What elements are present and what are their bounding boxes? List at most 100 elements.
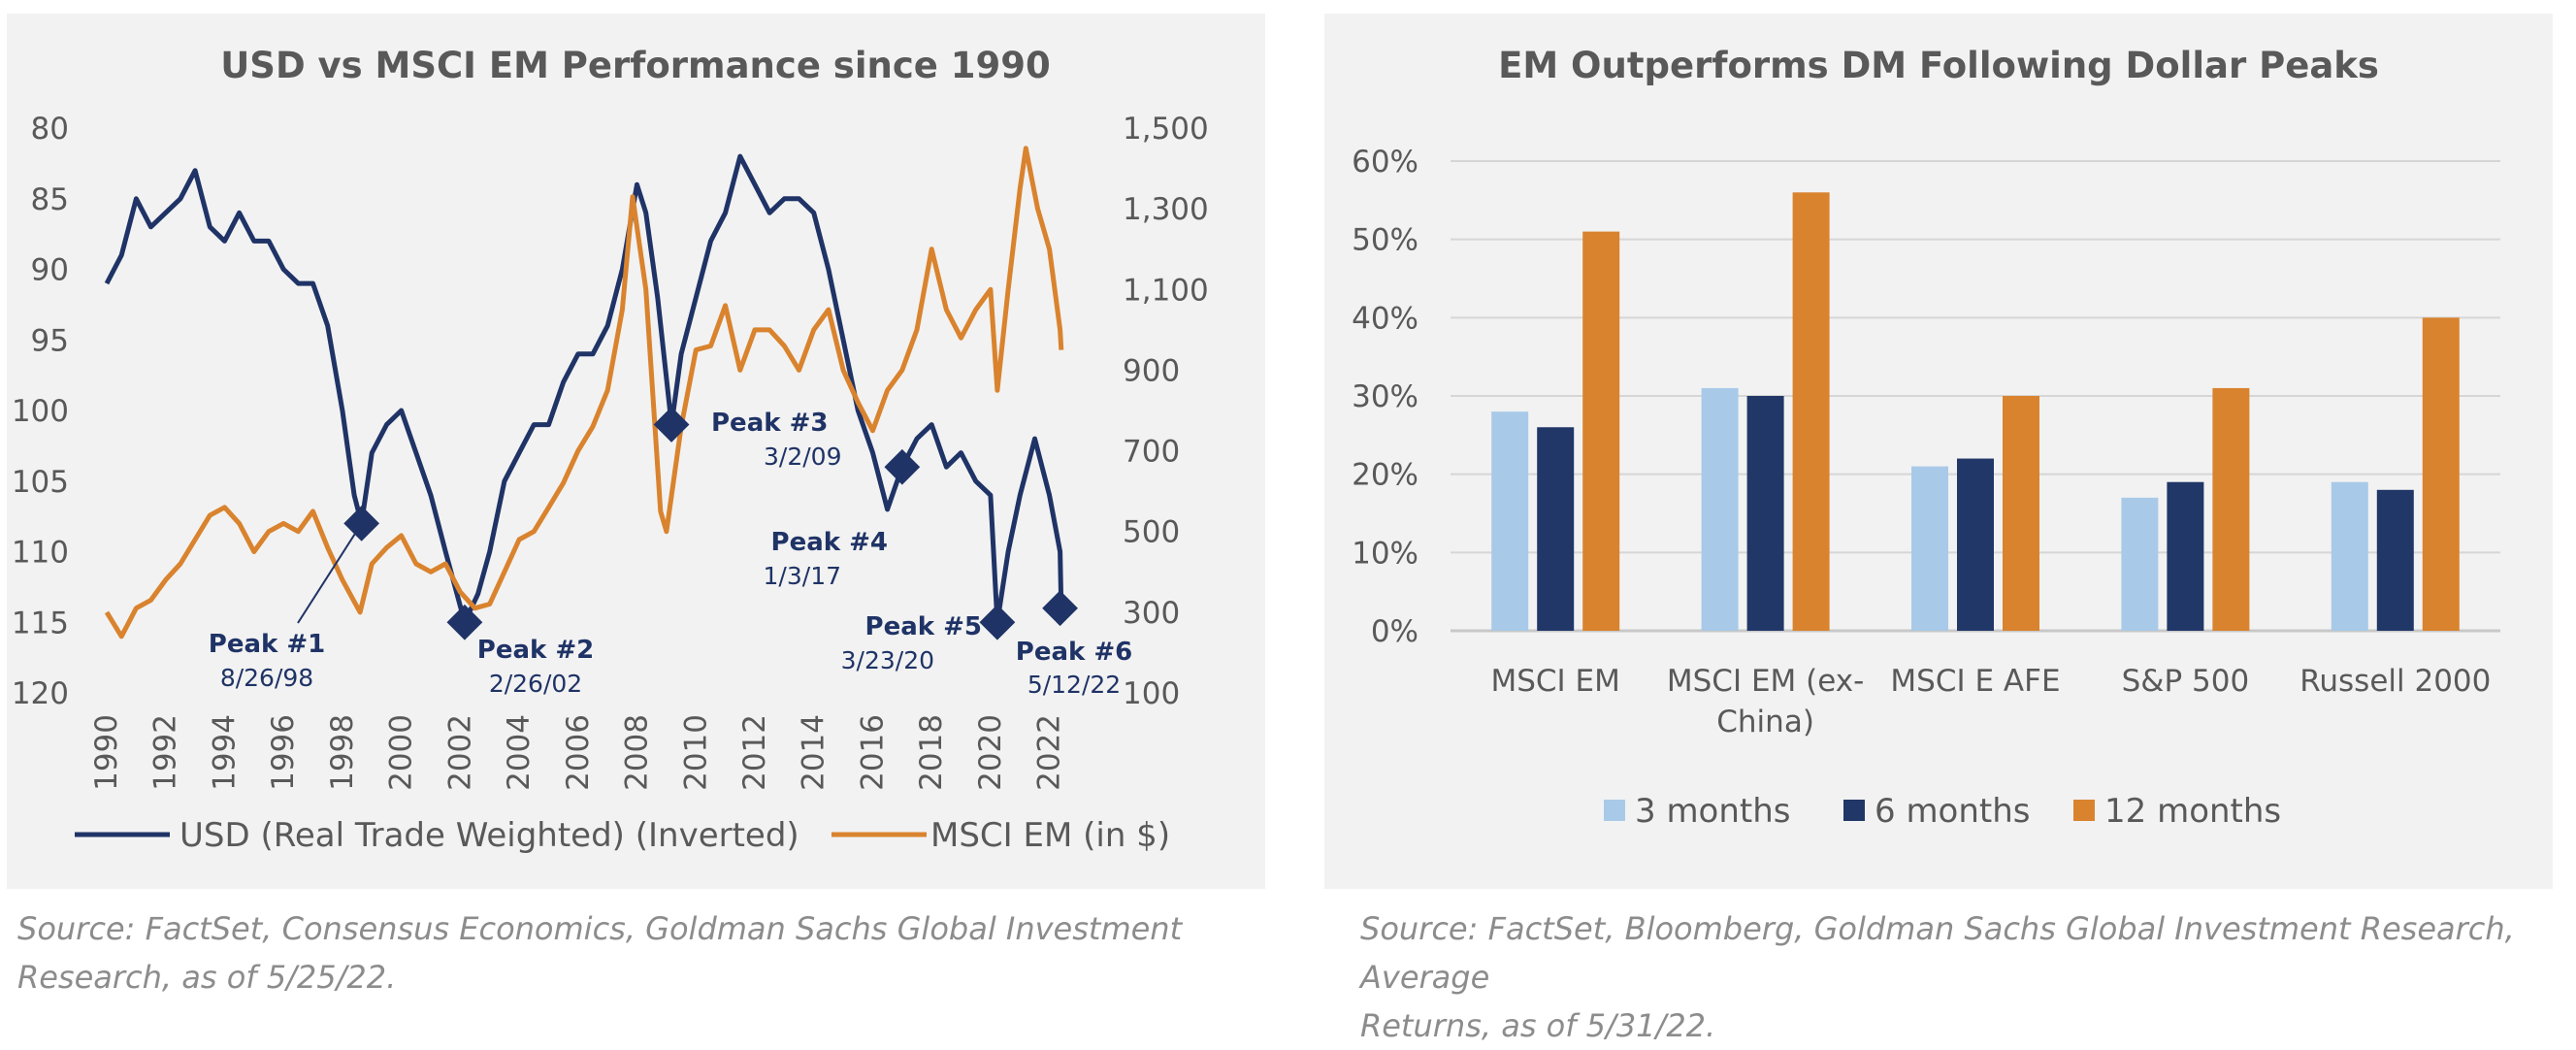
y-tick-label: 20% bbox=[1352, 458, 1418, 493]
legend-swatch bbox=[2073, 800, 2095, 821]
peak-label: Peak #2 bbox=[477, 636, 594, 665]
legend-label: 3 months bbox=[1635, 792, 1791, 831]
category-label: MSCI EM (ex-China) bbox=[1667, 664, 1864, 739]
legend-label: MSCI EM (in $) bbox=[930, 816, 1170, 855]
source-note-left: Source: FactSet, Consensus Economics, Go… bbox=[17, 904, 1240, 1001]
peak-date: 8/26/98 bbox=[220, 664, 313, 692]
x-tick-label: 1998 bbox=[325, 714, 360, 791]
usd-vs-msci-em-chart-panel: USD vs MSCI EM Performance since 1990 80… bbox=[7, 14, 1265, 889]
category-label: S&P 500 bbox=[2122, 664, 2250, 699]
x-tick-label: 2012 bbox=[737, 714, 772, 791]
y-tick-label: 50% bbox=[1352, 223, 1418, 258]
legend-label: 12 months bbox=[2104, 792, 2281, 831]
y-right-tick-label: 1,100 bbox=[1123, 273, 1209, 308]
y-right-tick-label: 100 bbox=[1123, 676, 1180, 711]
bar-6-months bbox=[1537, 427, 1575, 631]
peak-marker bbox=[653, 407, 690, 443]
bar-3-months bbox=[1911, 466, 1948, 631]
x-tick-label: 2002 bbox=[442, 714, 477, 791]
legend-label: 6 months bbox=[1875, 792, 2031, 831]
y-right-tick-label: 1,500 bbox=[1123, 112, 1209, 147]
x-tick-label: 2000 bbox=[384, 714, 419, 791]
y-right-tick-label: 700 bbox=[1123, 435, 1180, 470]
y-tick-label: 30% bbox=[1352, 379, 1418, 414]
bar-3-months bbox=[1491, 411, 1529, 631]
legend-swatch bbox=[1843, 800, 1865, 821]
peak-date: 3/23/20 bbox=[841, 646, 934, 674]
source-note-right: Source: FactSet, Bloomberg, Goldman Sach… bbox=[1360, 904, 2573, 1050]
y-tick-label: 10% bbox=[1352, 536, 1418, 571]
y-tick-label: 40% bbox=[1352, 301, 1418, 336]
peak-marker bbox=[446, 604, 483, 640]
usd-series-line bbox=[104, 153, 1064, 625]
peak-label: Peak #6 bbox=[1016, 638, 1132, 667]
peak-label: Peak #1 bbox=[209, 630, 325, 659]
y-left-tick-label: 110 bbox=[12, 536, 69, 571]
y-right-tick-label: 300 bbox=[1123, 596, 1180, 631]
legend-swatch bbox=[1604, 800, 1625, 821]
peak-marker bbox=[884, 448, 921, 485]
x-tick-label: 1990 bbox=[89, 714, 124, 791]
x-tick-label: 2022 bbox=[1032, 714, 1067, 791]
y-tick-label: 60% bbox=[1352, 145, 1418, 180]
category-label: MSCI E AFE bbox=[1890, 664, 2060, 699]
legend-label: USD (Real Trade Weighted) (Inverted) bbox=[179, 816, 799, 855]
peak-leader-line bbox=[297, 522, 363, 624]
y-left-tick-label: 105 bbox=[12, 465, 69, 500]
chart-title: EM Outperforms DM Following Dollar Peaks bbox=[1498, 45, 2379, 86]
bar-12-months bbox=[2212, 387, 2250, 631]
x-tick-label: 2004 bbox=[502, 714, 537, 791]
y-left-tick-label: 100 bbox=[12, 394, 69, 429]
source-line: Source: FactSet, Consensus Economics, Go… bbox=[17, 910, 1183, 947]
category-label: Russell 2000 bbox=[2299, 664, 2491, 699]
bar-6-months bbox=[2376, 489, 2414, 631]
x-tick-label: 2018 bbox=[914, 714, 949, 791]
source-line: Returns, as of 5/31/22. bbox=[1360, 1007, 1716, 1044]
y-left-tick-label: 115 bbox=[12, 606, 69, 640]
chart-title: USD vs MSCI EM Performance since 1990 bbox=[220, 45, 1050, 86]
x-tick-label: 2014 bbox=[797, 714, 831, 791]
source-line: Source: FactSet, Bloomberg, Goldman Sach… bbox=[1360, 910, 2515, 996]
bar-6-months bbox=[1957, 458, 1994, 631]
peak-label: Peak #5 bbox=[865, 612, 982, 641]
peak-marker bbox=[1042, 590, 1078, 627]
x-tick-label: 2006 bbox=[561, 714, 596, 791]
bar-6-months bbox=[1746, 396, 1784, 631]
category-label: MSCI EM bbox=[1490, 664, 1619, 699]
usd-vs-msci-em-chart: USD vs MSCI EM Performance since 1990 80… bbox=[12, 45, 1209, 855]
peak-date: 5/12/22 bbox=[1027, 671, 1121, 699]
em-outperforms-chart-panel: EM Outperforms DM Following Dollar Peaks… bbox=[1324, 14, 2553, 889]
y-left-tick-label: 120 bbox=[12, 676, 69, 711]
x-tick-label: 2008 bbox=[620, 714, 655, 791]
y-right-tick-label: 500 bbox=[1123, 515, 1180, 550]
bar-3-months bbox=[1701, 387, 1739, 631]
bar-3-months bbox=[2331, 481, 2368, 631]
x-tick-label: 2016 bbox=[855, 714, 890, 791]
y-left-tick-label: 80 bbox=[31, 112, 69, 147]
peak-label: Peak #3 bbox=[711, 409, 828, 438]
em-outperforms-dm-chart: EM Outperforms DM Following Dollar Peaks… bbox=[1352, 45, 2500, 831]
x-tick-label: 2020 bbox=[973, 714, 1008, 791]
x-tick-label: 2010 bbox=[678, 714, 713, 791]
msci-em-series-line bbox=[104, 146, 1064, 640]
bar-3-months bbox=[2121, 497, 2159, 631]
y-left-tick-label: 95 bbox=[31, 323, 69, 358]
bar-12-months bbox=[1792, 192, 1830, 631]
peak-label: Peak #4 bbox=[771, 528, 888, 557]
x-tick-label: 1994 bbox=[207, 714, 242, 791]
peak-date: 3/2/09 bbox=[764, 443, 841, 471]
peak-marker bbox=[979, 604, 1016, 640]
bar-12-months bbox=[2003, 396, 2039, 631]
y-left-tick-label: 90 bbox=[31, 253, 69, 288]
peak-date: 1/3/17 bbox=[764, 562, 841, 590]
y-right-tick-label: 900 bbox=[1123, 353, 1180, 388]
y-tick-label: 0% bbox=[1371, 614, 1418, 649]
bar-12-months bbox=[2422, 317, 2460, 631]
x-tick-label: 1992 bbox=[148, 714, 183, 791]
source-line: Research, as of 5/25/22. bbox=[17, 959, 397, 996]
y-left-tick-label: 85 bbox=[31, 182, 69, 217]
bar-12-months bbox=[1582, 231, 1620, 631]
y-right-tick-label: 1,300 bbox=[1123, 192, 1209, 227]
x-tick-label: 1996 bbox=[266, 714, 301, 791]
bar-6-months bbox=[2167, 481, 2204, 631]
